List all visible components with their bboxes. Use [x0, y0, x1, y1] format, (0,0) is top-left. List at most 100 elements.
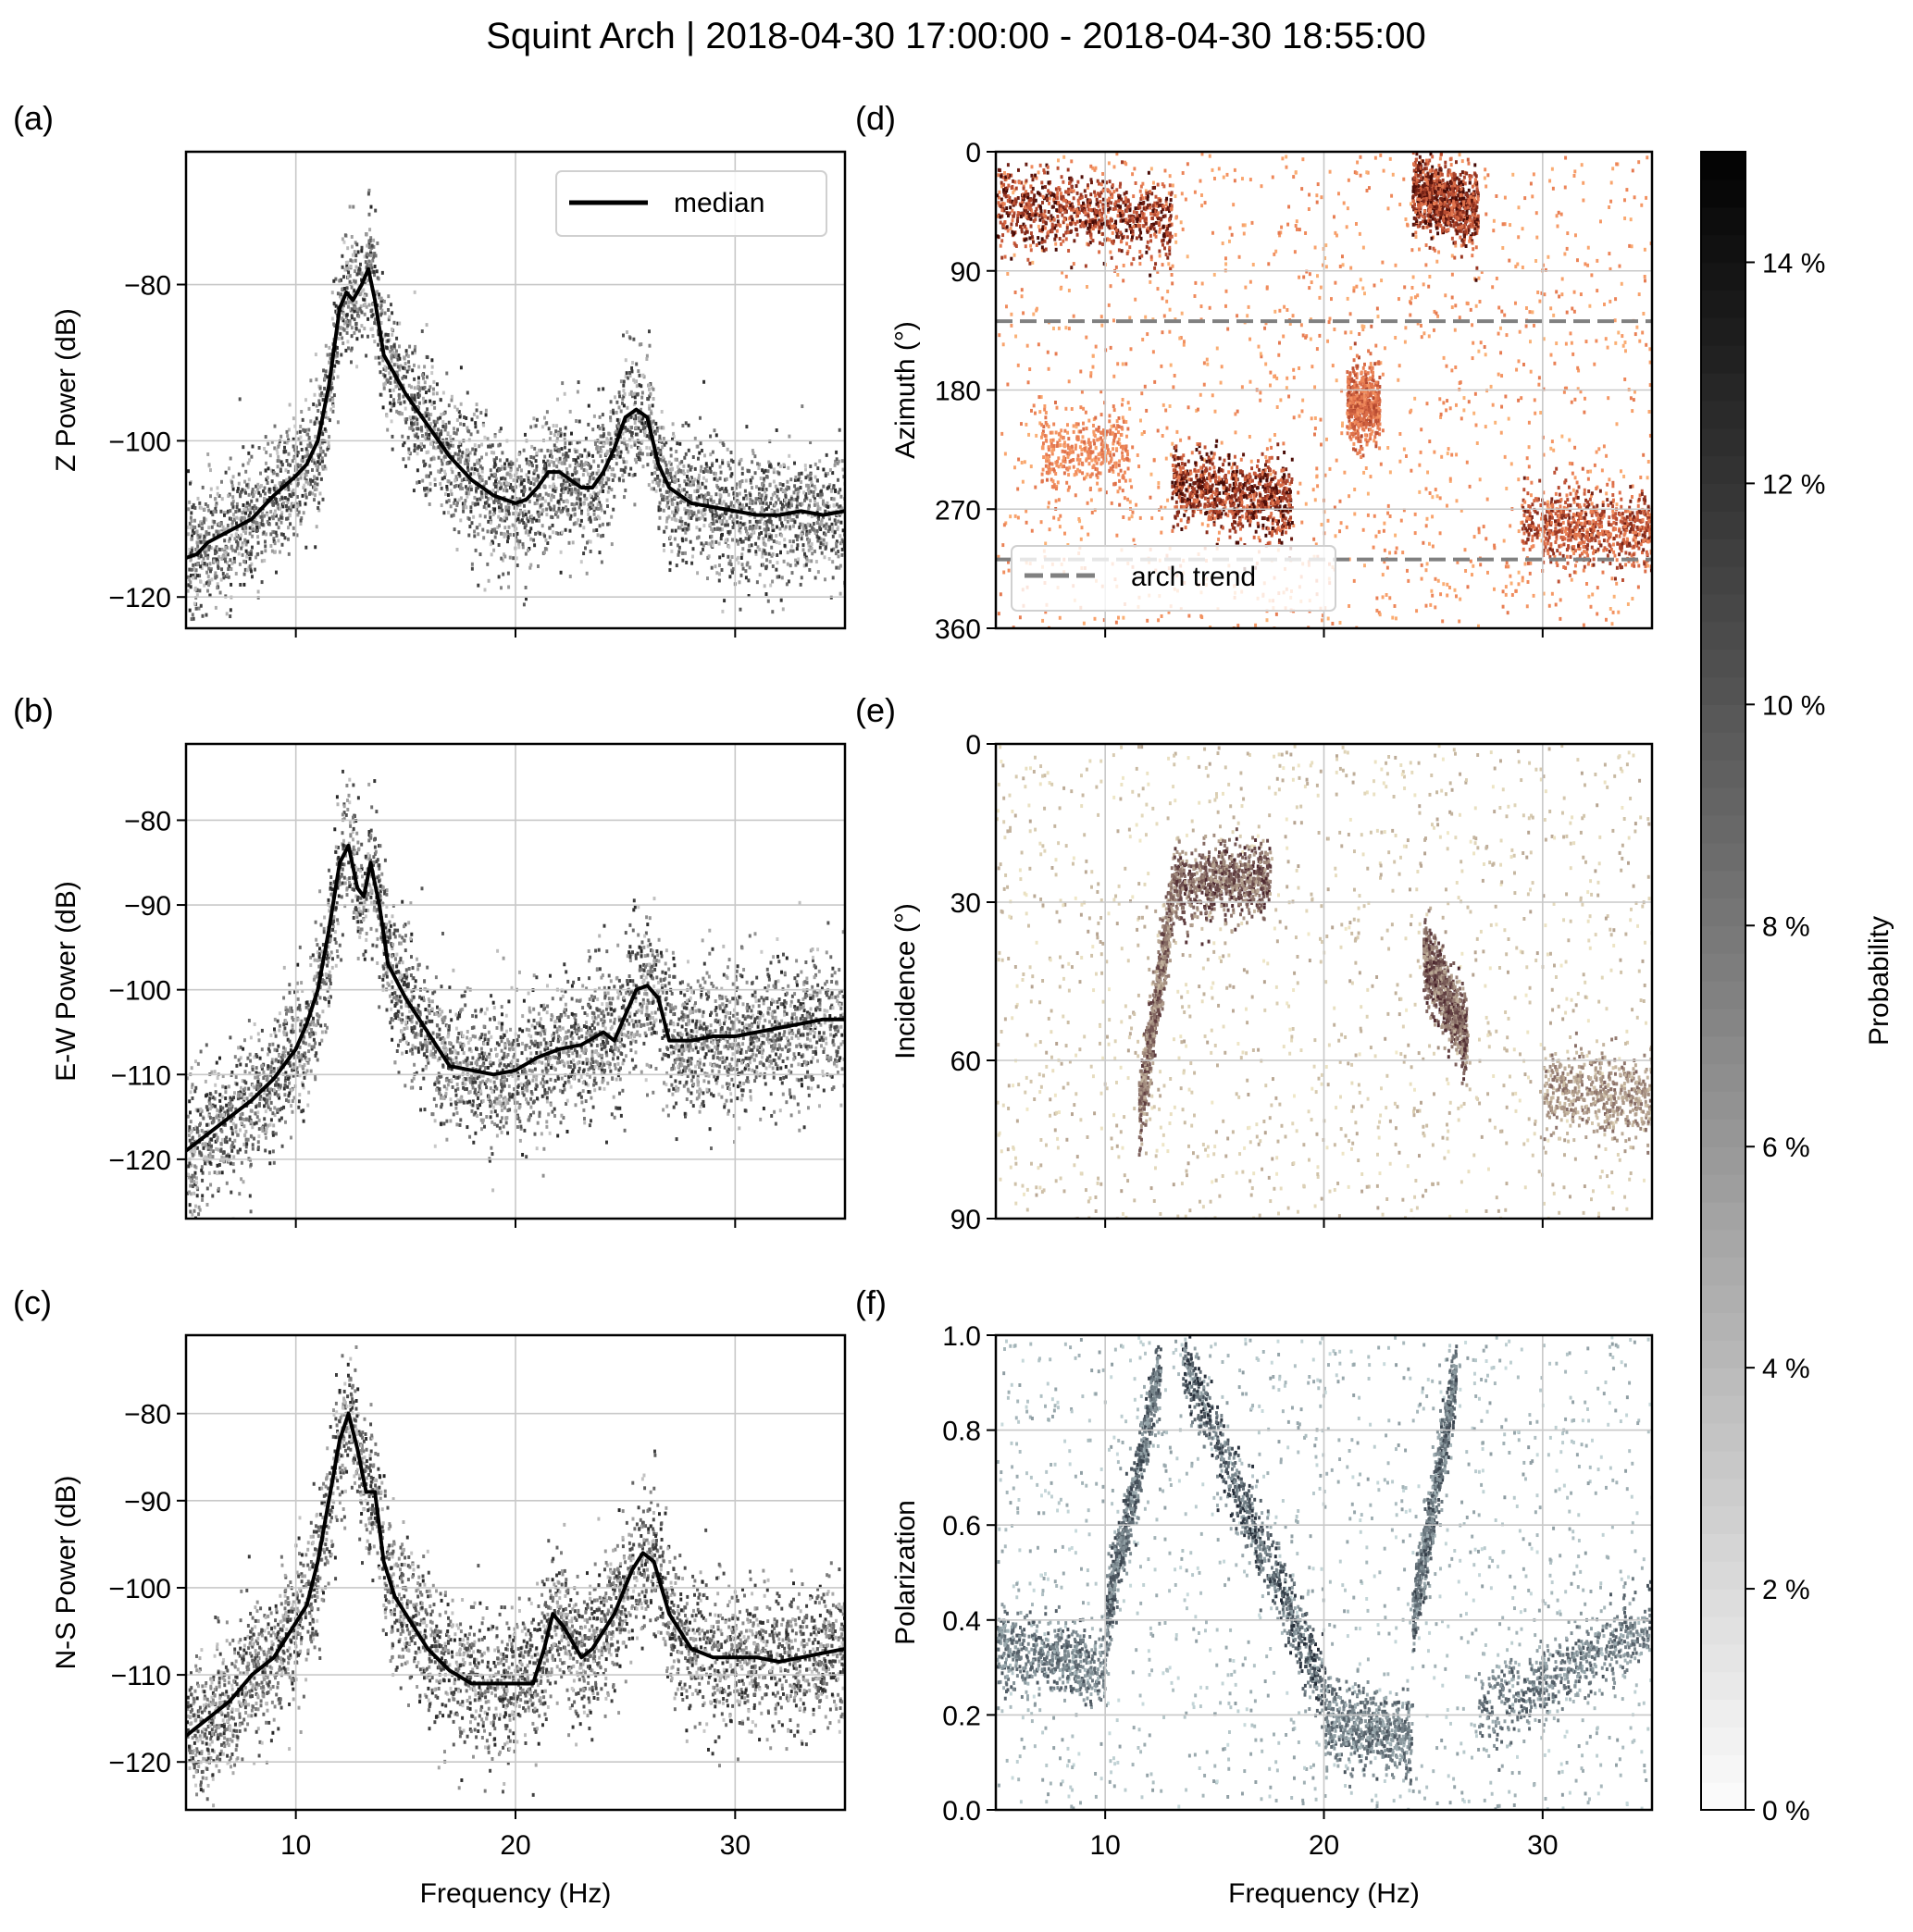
density-cell [236, 489, 240, 493]
density-cell [213, 520, 217, 524]
density-cell [273, 484, 277, 489]
density-cell [732, 523, 736, 527]
density-cell [698, 494, 701, 499]
density-cell [202, 537, 205, 541]
density-cell [749, 501, 752, 505]
density-cell [758, 573, 762, 577]
density-cell [261, 523, 265, 526]
density-cell [391, 311, 394, 316]
density-cell [711, 514, 714, 518]
density-cell [773, 1109, 776, 1114]
y-tick-label: −100 [108, 427, 171, 457]
density-cell [728, 559, 732, 564]
density-cell [800, 533, 803, 537]
density-cell [405, 353, 409, 357]
density-cell [317, 399, 321, 403]
density-cell [662, 457, 665, 462]
density-cell [644, 421, 648, 425]
density-cell [307, 427, 311, 432]
density-cell [781, 1002, 785, 1007]
density-cell [723, 1065, 727, 1070]
density-cell [502, 1035, 504, 1040]
density-cell [469, 509, 473, 514]
density-cell [554, 531, 558, 535]
density-cell [352, 279, 355, 283]
density-cell [663, 548, 665, 552]
density-cell [702, 379, 706, 384]
density-cell [697, 481, 700, 486]
density-cell [715, 519, 719, 524]
density-cell [612, 411, 615, 415]
density-cell [515, 556, 518, 561]
density-cell [454, 464, 458, 469]
density-cell [203, 516, 206, 521]
density-cell [659, 473, 663, 477]
density-cell [529, 514, 533, 519]
density-cell [583, 493, 587, 498]
density-cell [688, 509, 691, 514]
density-cell [276, 464, 279, 469]
density-cell [794, 534, 798, 539]
density-cell [249, 567, 253, 572]
density-cell [610, 473, 614, 477]
density-cell [783, 538, 787, 542]
density-cell [838, 534, 842, 539]
density-cell [612, 441, 615, 446]
density-cell [552, 494, 555, 499]
density-cell [421, 434, 424, 438]
density-cell [459, 402, 463, 406]
density-cell [576, 440, 579, 445]
density-cell [328, 345, 331, 350]
density-cell [379, 370, 382, 375]
density-cell [809, 472, 813, 477]
density-cell [812, 527, 815, 532]
density-cell [389, 408, 392, 413]
density-cell [189, 558, 193, 563]
density-cell [490, 552, 493, 557]
density-cell [472, 1071, 476, 1075]
density-cell [493, 434, 497, 439]
density-cell [751, 460, 754, 464]
density-cell [739, 521, 742, 526]
density-cell [659, 452, 663, 457]
density-cell [341, 306, 344, 311]
density-cell [254, 518, 257, 523]
density-cell [512, 556, 516, 561]
density-cell [623, 495, 626, 500]
density-cell [445, 438, 449, 442]
density-cell [764, 1018, 767, 1022]
density-cell [776, 494, 779, 499]
density-cell [550, 1017, 553, 1022]
density-cell [308, 481, 312, 486]
density-cell [591, 498, 595, 502]
density-cell [555, 424, 559, 428]
density-cell [191, 613, 194, 617]
density-cell [602, 442, 605, 447]
density-cell [360, 324, 364, 328]
density-cell [667, 460, 671, 464]
density-cell [790, 503, 793, 508]
density-cell [509, 497, 513, 502]
density-cell [691, 547, 695, 551]
density-cell [619, 409, 623, 414]
density-cell [299, 476, 303, 480]
density-cell [675, 564, 678, 568]
density-cell [521, 511, 525, 515]
density-cell [714, 1009, 717, 1013]
density-cell [578, 1060, 581, 1065]
density-cell [679, 516, 683, 521]
density-cell [210, 577, 214, 582]
density-cell [676, 464, 679, 469]
density-cell [398, 321, 402, 326]
density-cell [493, 535, 497, 539]
density-cell [528, 565, 532, 570]
density-cell [720, 527, 724, 532]
density-cell [292, 526, 295, 530]
density-cell [780, 509, 784, 514]
density-cell [740, 504, 744, 509]
density-cell [551, 454, 553, 459]
density-cell [401, 434, 404, 439]
density-cell [470, 466, 474, 471]
density-cell [626, 443, 629, 448]
density-cell [292, 488, 295, 492]
